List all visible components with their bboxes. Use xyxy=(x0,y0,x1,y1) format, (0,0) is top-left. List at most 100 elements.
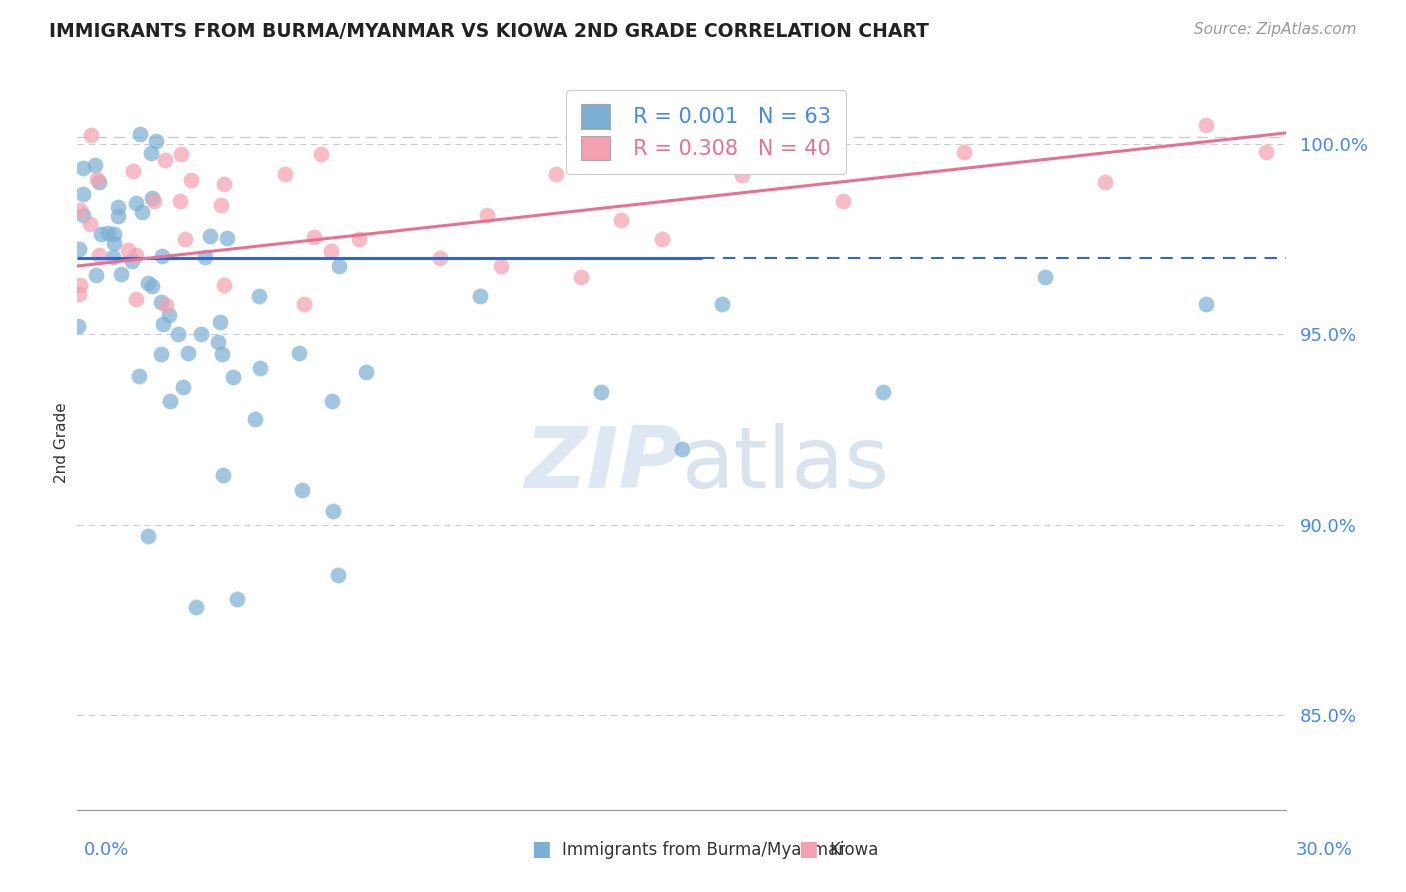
Point xyxy=(292,297,315,311)
Point xyxy=(107,210,129,224)
Point xyxy=(489,259,512,273)
Point xyxy=(107,200,129,214)
Point xyxy=(129,127,152,141)
Point xyxy=(153,153,176,167)
Point xyxy=(322,504,344,518)
Point xyxy=(1195,297,1218,311)
Point xyxy=(167,327,190,342)
Point xyxy=(155,298,177,312)
Point xyxy=(117,243,139,257)
Point xyxy=(80,128,103,142)
Point xyxy=(212,278,235,293)
Point xyxy=(152,318,174,332)
Point xyxy=(159,393,181,408)
Point xyxy=(141,191,163,205)
Point xyxy=(136,528,159,542)
Point xyxy=(475,208,498,222)
Point xyxy=(302,230,325,244)
Point xyxy=(139,146,162,161)
Point xyxy=(290,483,312,497)
Point xyxy=(212,178,235,192)
Point xyxy=(309,146,332,161)
Point xyxy=(328,568,350,582)
Point xyxy=(149,347,172,361)
Point xyxy=(731,168,754,182)
Point xyxy=(170,147,193,161)
Point xyxy=(1195,118,1218,132)
Point xyxy=(103,227,125,242)
Point xyxy=(87,175,110,189)
Point xyxy=(319,244,342,258)
Point xyxy=(128,369,150,384)
Point xyxy=(225,591,247,606)
Point xyxy=(131,205,153,219)
Point xyxy=(66,318,89,333)
Point xyxy=(245,412,267,426)
Point xyxy=(194,250,217,264)
Point xyxy=(89,248,111,262)
Text: ■: ■ xyxy=(799,838,818,858)
Point xyxy=(249,360,271,375)
Point xyxy=(67,242,90,256)
Text: Immigrants from Burma/Myanmar: Immigrants from Burma/Myanmar xyxy=(562,840,845,858)
Point xyxy=(215,231,238,245)
Point xyxy=(546,167,568,181)
Point xyxy=(174,232,197,246)
Point xyxy=(429,252,451,266)
Point xyxy=(184,600,207,615)
Point xyxy=(321,394,343,409)
Point xyxy=(180,173,202,187)
Point xyxy=(198,229,221,244)
Point xyxy=(274,167,297,181)
Point xyxy=(125,248,148,262)
Legend:   R = 0.001   N = 63,   R = 0.308   N = 40: R = 0.001 N = 63, R = 0.308 N = 40 xyxy=(567,90,846,175)
Point xyxy=(121,254,143,268)
Point xyxy=(651,232,673,246)
Point xyxy=(671,442,693,456)
Point xyxy=(145,134,167,148)
Text: 0.0%: 0.0% xyxy=(84,840,129,858)
Point xyxy=(177,346,200,360)
Point xyxy=(1256,145,1278,159)
Point xyxy=(97,226,120,240)
Point xyxy=(211,347,233,361)
Point xyxy=(125,293,148,307)
Text: Source: ZipAtlas.com: Source: ZipAtlas.com xyxy=(1194,22,1357,37)
Point xyxy=(110,267,132,281)
Text: Kiowa: Kiowa xyxy=(830,840,879,858)
Point xyxy=(138,277,160,291)
Point xyxy=(141,278,163,293)
Point xyxy=(67,287,90,301)
Point xyxy=(569,270,592,285)
Point xyxy=(207,334,229,349)
Point xyxy=(72,161,94,175)
Point xyxy=(122,164,145,178)
Point xyxy=(157,308,180,322)
Point xyxy=(69,203,91,218)
Point xyxy=(209,315,232,329)
Text: ZIP: ZIP xyxy=(524,424,682,507)
Point xyxy=(79,217,101,231)
Text: ■: ■ xyxy=(531,838,551,858)
Point xyxy=(328,259,350,273)
Point xyxy=(172,379,194,393)
Point xyxy=(212,467,235,482)
Point xyxy=(591,384,613,399)
Point xyxy=(90,227,112,241)
Point xyxy=(247,289,270,303)
Point xyxy=(169,194,191,209)
Point xyxy=(711,297,734,311)
Point xyxy=(953,145,976,159)
Point xyxy=(101,250,124,264)
Point xyxy=(149,295,172,310)
Point xyxy=(83,158,105,172)
Point xyxy=(72,186,94,201)
Point xyxy=(142,194,165,208)
Point xyxy=(72,208,94,222)
Text: 30.0%: 30.0% xyxy=(1296,840,1353,858)
Point xyxy=(69,278,91,293)
Text: atlas: atlas xyxy=(682,424,890,507)
Point xyxy=(470,289,492,303)
Point xyxy=(872,384,894,399)
Point xyxy=(349,232,371,246)
